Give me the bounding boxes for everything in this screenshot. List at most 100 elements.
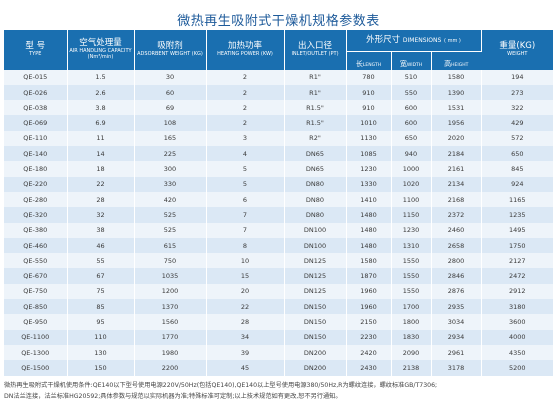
table-cell: DN200 (284, 344, 347, 361)
table-cell: 2420 (346, 344, 392, 361)
table-cell: 300 (134, 161, 207, 177)
table-cell: 1580 (431, 69, 482, 85)
header-inlet: 出入口径 INLET/OUTLET (PT) (284, 30, 347, 70)
table-cell: 2961 (431, 344, 482, 361)
table-cell: 2150 (346, 314, 392, 330)
table-row: QE-320 32 525 7 DN80 1480 1150 2372 1235 (4, 207, 554, 223)
table-cell: QE-320 (4, 207, 68, 223)
table-cell: 2138 (391, 360, 432, 376)
table-cell: QE-550 (4, 253, 68, 269)
table-row: QE-950 95 1560 28 DN150 2150 1800 3034 3600 (4, 314, 554, 330)
table-row: QE-460 46 615 8 DN100 1480 1310 2658 1750 (4, 237, 554, 254)
table-cell: 110 (67, 329, 135, 345)
table-cell: 28 (206, 314, 285, 330)
header-weight: 重量(KG) WEIGHT (481, 30, 554, 70)
table-row: QE-1300 130 1980 39 DN200 2420 2090 2961 4350 (4, 344, 554, 361)
table-cell: 1480 (346, 237, 392, 254)
table-cell: 1870 (346, 268, 392, 284)
table-cell: 845 (481, 161, 554, 177)
table-cell: 1390 (431, 84, 482, 101)
table-row: QE-026 2.6 60 2 R1" 910 550 1390 273 (4, 84, 554, 101)
table-cell: QE-460 (4, 237, 68, 254)
header-heating: 加热功率 HEATING POWER (KW) (206, 30, 285, 70)
table-cell: 780 (346, 69, 392, 85)
table-cell: 1235 (481, 207, 554, 223)
table-cell: 225 (134, 146, 207, 162)
table-cell: R1.5" (284, 115, 347, 131)
table-cell: QE-140 (4, 146, 68, 162)
table-cell: 4 (206, 146, 285, 162)
table-cell: 55 (67, 253, 135, 269)
table-cell: 15 (206, 268, 285, 284)
table-cell: 1580 (346, 253, 392, 269)
table-cell: 615 (134, 237, 207, 254)
table-cell: 525 (134, 207, 207, 223)
table-cell: 67 (67, 268, 135, 284)
table-cell: 510 (391, 69, 432, 85)
table-cell: 1700 (391, 299, 432, 315)
table-cell: 1100 (391, 191, 432, 208)
table-row: QE-069 6.9 108 2 R1.5" 1010 600 1956 429 (4, 115, 554, 131)
table-cell: 130 (67, 344, 135, 361)
table-cell: 1550 (391, 268, 432, 284)
table-cell: 600 (391, 100, 432, 116)
table-cell: DN125 (284, 253, 347, 269)
table-cell: 1410 (346, 191, 392, 208)
table-cell: 2230 (346, 329, 392, 345)
table-cell: DN65 (284, 161, 347, 177)
table-cell: DN80 (284, 176, 347, 192)
table-cell: 650 (391, 130, 432, 147)
table-row: QE-038 3.8 69 2 R1.5" 910 600 1531 322 (4, 100, 554, 116)
table-cell: 1010 (346, 115, 392, 131)
table-cell: 2934 (431, 329, 482, 345)
table-cell: 1020 (391, 176, 432, 192)
table-cell: QE-069 (4, 115, 68, 131)
table-cell: 1550 (391, 283, 432, 300)
table-cell: 39 (206, 344, 285, 361)
table-row: QE-1100 110 1770 34 DN150 2230 1830 2934 4000 (4, 329, 554, 345)
table-cell: 550 (391, 84, 432, 101)
table-cell: QE-110 (4, 130, 68, 147)
spec-table: 型 号 TYPE 空气处理量 AIR HANDLING CAPACITY (Nm³/… (4, 30, 554, 376)
table-cell: 11 (67, 130, 135, 147)
footnote-line: 微热再生吸附式干燥机使用条件:QE140以下型号使用电源220V/50Hz(包括… (4, 382, 438, 389)
table-cell: 45 (206, 360, 285, 376)
table-cell: 2800 (431, 253, 482, 269)
table-cell: 1165 (481, 191, 554, 208)
table-cell: 1956 (431, 115, 482, 131)
table-cell: QE-1300 (4, 344, 68, 361)
table-cell: DN80 (284, 207, 347, 223)
table-cell: DN100 (284, 237, 347, 254)
table-row: QE-280 28 420 6 DN80 1410 1100 2168 1165 (4, 191, 554, 208)
table-cell: 2935 (431, 299, 482, 315)
header-length: 长LENGTH (346, 50, 392, 70)
table-cell: 2168 (431, 191, 482, 208)
table-cell: QE-015 (4, 69, 68, 85)
table-cell: 1800 (391, 314, 432, 330)
table-cell: 194 (481, 69, 554, 85)
table-cell: 3600 (481, 314, 554, 330)
table-cell: 1480 (346, 222, 392, 238)
table-cell: 1830 (391, 329, 432, 345)
table-cell: 572 (481, 130, 554, 147)
table-cell: 1480 (346, 207, 392, 223)
table-cell: 60 (134, 84, 207, 101)
table-cell: 2134 (431, 176, 482, 192)
table-cell: 30 (134, 69, 207, 85)
table-row: QE-180 18 300 5 DN65 1230 1000 2161 845 (4, 161, 554, 177)
table-cell: 1960 (346, 299, 392, 315)
table-cell: 85 (67, 299, 135, 315)
table-cell: QE-280 (4, 191, 68, 208)
table-cell: R1" (284, 84, 347, 101)
table-cell: 3 (206, 130, 285, 147)
table-cell: 32 (67, 207, 135, 223)
table-cell: 10 (206, 253, 285, 269)
table-cell: 1330 (346, 176, 392, 192)
table-cell: 940 (391, 146, 432, 162)
table-cell: 1495 (481, 222, 554, 238)
table-cell: 924 (481, 176, 554, 192)
table-cell: 14 (67, 146, 135, 162)
table-cell: 38 (67, 222, 135, 238)
table-cell: 600 (391, 115, 432, 131)
table-cell: 2.6 (67, 84, 135, 101)
